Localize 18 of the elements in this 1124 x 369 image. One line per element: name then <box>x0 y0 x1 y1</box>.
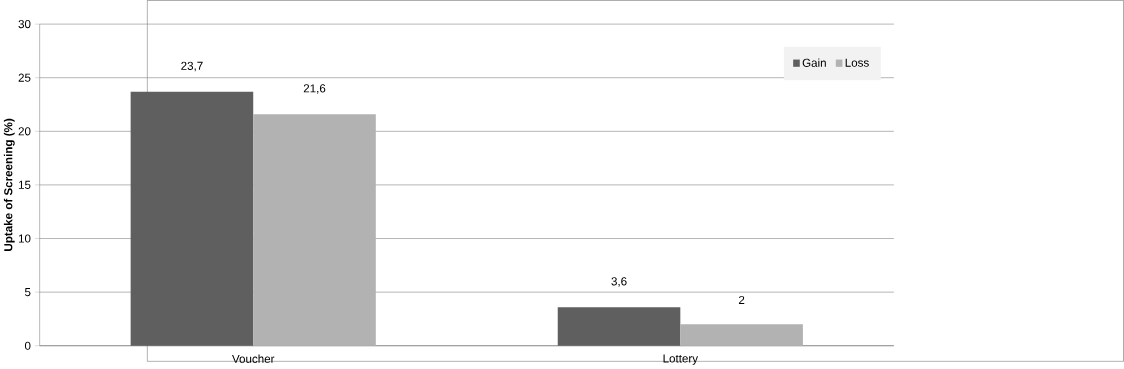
y-tick-label: 0 <box>24 341 31 350</box>
legend-label: Loss <box>845 58 869 67</box>
y-tick-label: 5 <box>24 288 31 297</box>
y-axis-title: Uptake of Screening (%) <box>3 118 15 252</box>
y-tick-label: 15 <box>18 181 31 190</box>
x-tick-label: Voucher <box>232 354 275 364</box>
y-tick-label: 30 <box>18 20 31 29</box>
data-label: 21,6 <box>303 84 326 94</box>
data-label: 2 <box>738 296 745 305</box>
bar <box>253 114 376 346</box>
bar <box>680 324 803 346</box>
data-label: 3,6 <box>611 277 627 287</box>
legend-label: Gain <box>802 58 826 68</box>
x-tick-label: Lottery <box>663 354 699 365</box>
y-tick-label: 20 <box>18 127 31 136</box>
data-label: 23,7 <box>181 61 203 72</box>
y-tick-label: 10 <box>18 234 31 243</box>
y-tick-label: 25 <box>18 73 31 82</box>
